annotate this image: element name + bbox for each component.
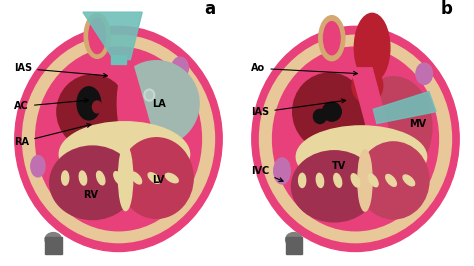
- Ellipse shape: [119, 138, 193, 218]
- Ellipse shape: [334, 173, 342, 187]
- Ellipse shape: [15, 26, 222, 251]
- Ellipse shape: [89, 18, 105, 54]
- Bar: [45, 237, 62, 254]
- Ellipse shape: [131, 172, 142, 184]
- Text: a: a: [204, 1, 215, 19]
- Ellipse shape: [144, 89, 155, 101]
- Ellipse shape: [148, 173, 160, 183]
- Ellipse shape: [57, 75, 128, 148]
- Bar: [285, 237, 302, 254]
- Ellipse shape: [368, 174, 378, 187]
- Ellipse shape: [322, 102, 341, 121]
- Ellipse shape: [165, 173, 178, 183]
- Ellipse shape: [92, 101, 102, 113]
- Text: MV: MV: [409, 119, 426, 129]
- Polygon shape: [114, 64, 154, 139]
- Polygon shape: [351, 68, 391, 139]
- Ellipse shape: [358, 142, 429, 219]
- Text: IVC: IVC: [251, 167, 283, 181]
- Ellipse shape: [416, 63, 432, 84]
- Ellipse shape: [323, 22, 340, 55]
- Ellipse shape: [31, 156, 45, 177]
- Ellipse shape: [62, 171, 69, 185]
- Ellipse shape: [352, 68, 383, 103]
- Ellipse shape: [36, 47, 201, 231]
- Ellipse shape: [299, 173, 306, 188]
- Ellipse shape: [296, 126, 427, 188]
- Text: RV: RV: [83, 190, 98, 200]
- Ellipse shape: [252, 26, 459, 251]
- Ellipse shape: [118, 146, 133, 211]
- Ellipse shape: [117, 67, 138, 140]
- Text: Ao: Ao: [251, 63, 357, 75]
- Bar: [111, 55, 126, 64]
- Text: IAS: IAS: [251, 99, 346, 117]
- Ellipse shape: [59, 122, 190, 187]
- Text: LV: LV: [152, 175, 164, 185]
- Ellipse shape: [403, 175, 415, 186]
- Ellipse shape: [45, 232, 62, 247]
- Text: AC: AC: [14, 99, 89, 111]
- Ellipse shape: [50, 146, 135, 219]
- Text: b: b: [441, 1, 453, 19]
- Text: IAS: IAS: [14, 63, 108, 77]
- Ellipse shape: [114, 61, 199, 146]
- Ellipse shape: [292, 73, 366, 150]
- Ellipse shape: [355, 77, 432, 177]
- Text: RA: RA: [14, 124, 91, 147]
- Ellipse shape: [285, 232, 302, 247]
- Ellipse shape: [316, 173, 324, 188]
- Text: LA: LA: [152, 99, 165, 109]
- Ellipse shape: [114, 172, 123, 184]
- Ellipse shape: [97, 171, 105, 185]
- Ellipse shape: [273, 158, 290, 184]
- Polygon shape: [83, 12, 142, 60]
- Ellipse shape: [273, 47, 438, 231]
- Ellipse shape: [354, 13, 390, 82]
- Ellipse shape: [172, 57, 188, 78]
- Ellipse shape: [313, 109, 327, 123]
- Text: TV: TV: [332, 161, 346, 171]
- Ellipse shape: [77, 87, 100, 120]
- Ellipse shape: [146, 91, 153, 99]
- Ellipse shape: [79, 171, 87, 185]
- Ellipse shape: [351, 174, 360, 187]
- Ellipse shape: [84, 13, 110, 58]
- Ellipse shape: [292, 151, 377, 222]
- Ellipse shape: [259, 35, 451, 243]
- Ellipse shape: [358, 149, 372, 211]
- Ellipse shape: [386, 174, 396, 186]
- Ellipse shape: [319, 16, 345, 61]
- Polygon shape: [373, 92, 436, 123]
- Ellipse shape: [23, 35, 214, 243]
